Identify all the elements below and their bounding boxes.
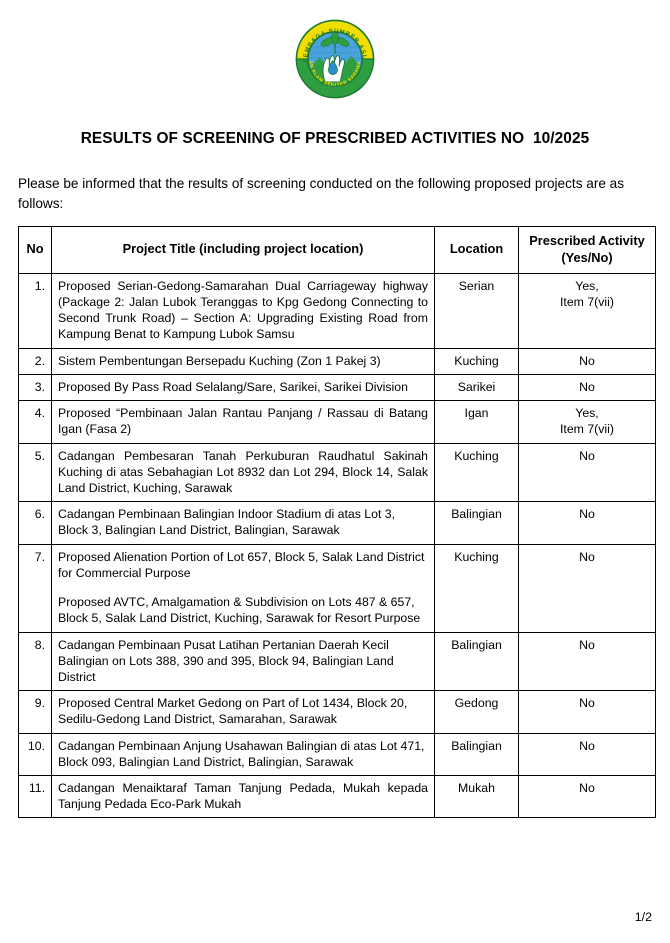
row-number: 1. — [18, 272, 52, 349]
row-number: 2. — [18, 347, 52, 375]
table-row: 10. Cadangan Pembinaan Anjung Usahawan Ba… — [18, 732, 656, 777]
prescribed-activity-item: Item 7(vii) — [560, 422, 614, 437]
screening-table-body: 1. Proposed Serian-Gedong-Samarahan Dual … — [18, 272, 656, 819]
project-title-cell: Proposed Central Market Gedong on Part o… — [51, 690, 435, 734]
page-title: RESULTS OF SCREENING OF PRESCRIBED ACTIV… — [80, 130, 590, 147]
table-row: 6. Cadangan Pembinaan Balingian Indoor St… — [18, 501, 656, 545]
table-row: 4. Proposed “Pembinaan Jalan Rantau Panja… — [18, 400, 656, 444]
row-number: 9. — [18, 690, 52, 734]
prescribed-activity-answer: No — [579, 549, 595, 564]
project-title-cell: Cadangan Pembinaan Anjung Usahawan Balin… — [51, 732, 435, 777]
prescribed-activity-answer: No — [579, 637, 595, 652]
project-title-cell: Proposed “Pembinaan Jalan Rantau Panjang… — [51, 400, 435, 444]
column-header-prescribed-activity-line2: (Yes/No) — [561, 249, 613, 265]
prescribed-activity-answer: Yes, — [575, 278, 599, 293]
prescribed-activity-answer: No — [579, 448, 595, 463]
row-number: 5. — [18, 442, 52, 503]
project-title-text: Proposed Alienation Portion of Lot 657, … — [58, 549, 425, 580]
location-cell: Gedong — [434, 690, 519, 734]
project-title-text-secondary: Proposed AVTC, Amalgamation & Subdivisio… — [58, 595, 421, 626]
table-header-row: No Project Title (including project loca… — [18, 226, 656, 274]
project-title-text: Proposed “Pembinaan Jalan Rantau Panjang… — [58, 406, 428, 437]
row-number: 7. — [18, 543, 52, 633]
prescribed-activity-answer: No — [579, 507, 595, 522]
row-number: 11. — [18, 775, 52, 819]
project-title-text: Proposed Central Market Gedong on Part o… — [58, 696, 408, 727]
row-number: 3. — [18, 373, 52, 402]
table-row: 11. Cadangan Menaiktaraf Taman Tanjung Pe… — [18, 775, 656, 819]
prescribed-activity-cell: Yes, Item 7(vii) — [518, 272, 656, 349]
row-number: 10. — [18, 732, 52, 777]
table-row: 3. Proposed By Pass Road Selalang/Sare, S… — [18, 373, 656, 402]
location-cell: Kuching — [434, 543, 519, 633]
table-row: 7. Proposed Alienation Portion of Lot 657… — [18, 543, 656, 633]
table-row: 2. Sistem Pembentungan Bersepadu Kuching … — [18, 347, 656, 375]
project-title-cell: Cadangan Pembinaan Balingian Indoor Stad… — [51, 501, 435, 545]
table-row: 8. Cadangan Pembinaan Pusat Latihan Perta… — [18, 631, 656, 692]
location-cell: Kuching — [434, 347, 519, 375]
project-title-text: Cadangan Pembinaan Pusat Latihan Pertani… — [58, 637, 394, 684]
project-title-cell: Sistem Pembentungan Bersepadu Kuching (Z… — [51, 347, 435, 375]
screening-results-table: No Project Title (including project loca… — [18, 226, 656, 819]
location-cell: Mukah — [434, 775, 519, 819]
prescribed-activity-cell: Yes, Item 7(vii) — [518, 400, 656, 444]
screening-table-container: No Project Title (including project loca… — [18, 226, 656, 819]
project-title-cell: Cadangan Pembesaran Tanah Perkuburan Rau… — [51, 442, 435, 503]
prescribed-activity-cell: No — [518, 775, 656, 819]
prescribed-activity-cell: No — [518, 631, 656, 692]
project-title-cell: Cadangan Menaiktaraf Taman Tanjung Pedad… — [51, 775, 435, 819]
prescribed-activity-answer: Yes, — [575, 406, 599, 421]
intro-paragraph: Please be informed that the results of s… — [18, 176, 625, 211]
prescribed-activity-cell: No — [518, 543, 656, 633]
location-cell: Balingian — [434, 631, 519, 692]
prescribed-activity-cell: No — [518, 690, 656, 734]
prescribed-activity-answer: No — [579, 781, 595, 796]
project-title-cell: Proposed Alienation Portion of Lot 657, … — [51, 543, 435, 633]
table-row: 9. Proposed Central Market Gedong on Part… — [18, 690, 656, 734]
page-number: 1/2 — [634, 910, 652, 924]
project-title-text: Cadangan Pembesaran Tanah Perkuburan Rau… — [58, 448, 428, 495]
project-title-text: Sistem Pembentungan Bersepadu Kuching (Z… — [58, 353, 381, 368]
lembaga-sumber-asli-logo: LEMBAGA SUMBER ASLI DAN ALAM SEKITAR SAR… — [294, 18, 375, 99]
column-header-project-title: Project Title (including project locatio… — [51, 226, 435, 274]
project-title-text: Cadangan Pembinaan Anjung Usahawan Balin… — [58, 738, 425, 769]
location-cell: Serian — [434, 272, 519, 349]
prescribed-activity-item: Item 7(vii) — [560, 295, 614, 309]
location-cell: Igan — [434, 400, 519, 444]
prescribed-activity-cell: No — [518, 501, 656, 545]
column-header-no: No — [18, 226, 52, 274]
table-row: 1. Proposed Serian-Gedong-Samarahan Dual … — [18, 272, 656, 349]
project-title-cell: Proposed By Pass Road Selalang/Sare, Sar… — [51, 373, 435, 402]
prescribed-activity-answer: No — [579, 353, 595, 368]
prescribed-activity-cell: No — [518, 732, 656, 777]
prescribed-activity-answer: No — [579, 696, 595, 711]
project-title-cell: Cadangan Pembinaan Pusat Latihan Pertani… — [51, 631, 435, 692]
location-cell: Balingian — [434, 732, 519, 777]
location-cell: Balingian — [434, 501, 519, 545]
project-title-text: Cadangan Pembinaan Balingian Indoor Stad… — [58, 507, 396, 538]
project-title-text: Proposed Serian-Gedong-Samarahan Dual Ca… — [58, 278, 428, 342]
logo-container: LEMBAGA SUMBER ASLI DAN ALAM SEKITAR SAR… — [0, 18, 670, 100]
project-title-cell: Proposed Serian-Gedong-Samarahan Dual Ca… — [51, 272, 435, 349]
table-row: 5. Cadangan Pembesaran Tanah Perkuburan R… — [18, 442, 656, 503]
prescribed-activity-cell: No — [518, 373, 656, 402]
location-cell: Kuching — [434, 442, 519, 503]
column-header-prescribed-activity-line1: Prescribed Activity — [529, 233, 645, 248]
project-title-text: Cadangan Menaiktaraf Taman Tanjung Pedad… — [58, 781, 428, 812]
location-cell: Sarikei — [434, 373, 519, 402]
row-number: 8. — [18, 631, 52, 692]
row-number: 4. — [18, 400, 52, 444]
column-header-location: Location — [434, 226, 519, 274]
prescribed-activity-cell: No — [518, 347, 656, 375]
column-header-prescribed-activity: Prescribed Activity (Yes/No) — [518, 226, 656, 274]
prescribed-activity-answer: No — [579, 379, 595, 394]
project-title-text: Proposed By Pass Road Selalang/Sare, Sar… — [58, 379, 408, 394]
prescribed-activity-answer: No — [579, 738, 595, 753]
row-number: 6. — [18, 501, 52, 545]
prescribed-activity-cell: No — [518, 442, 656, 503]
